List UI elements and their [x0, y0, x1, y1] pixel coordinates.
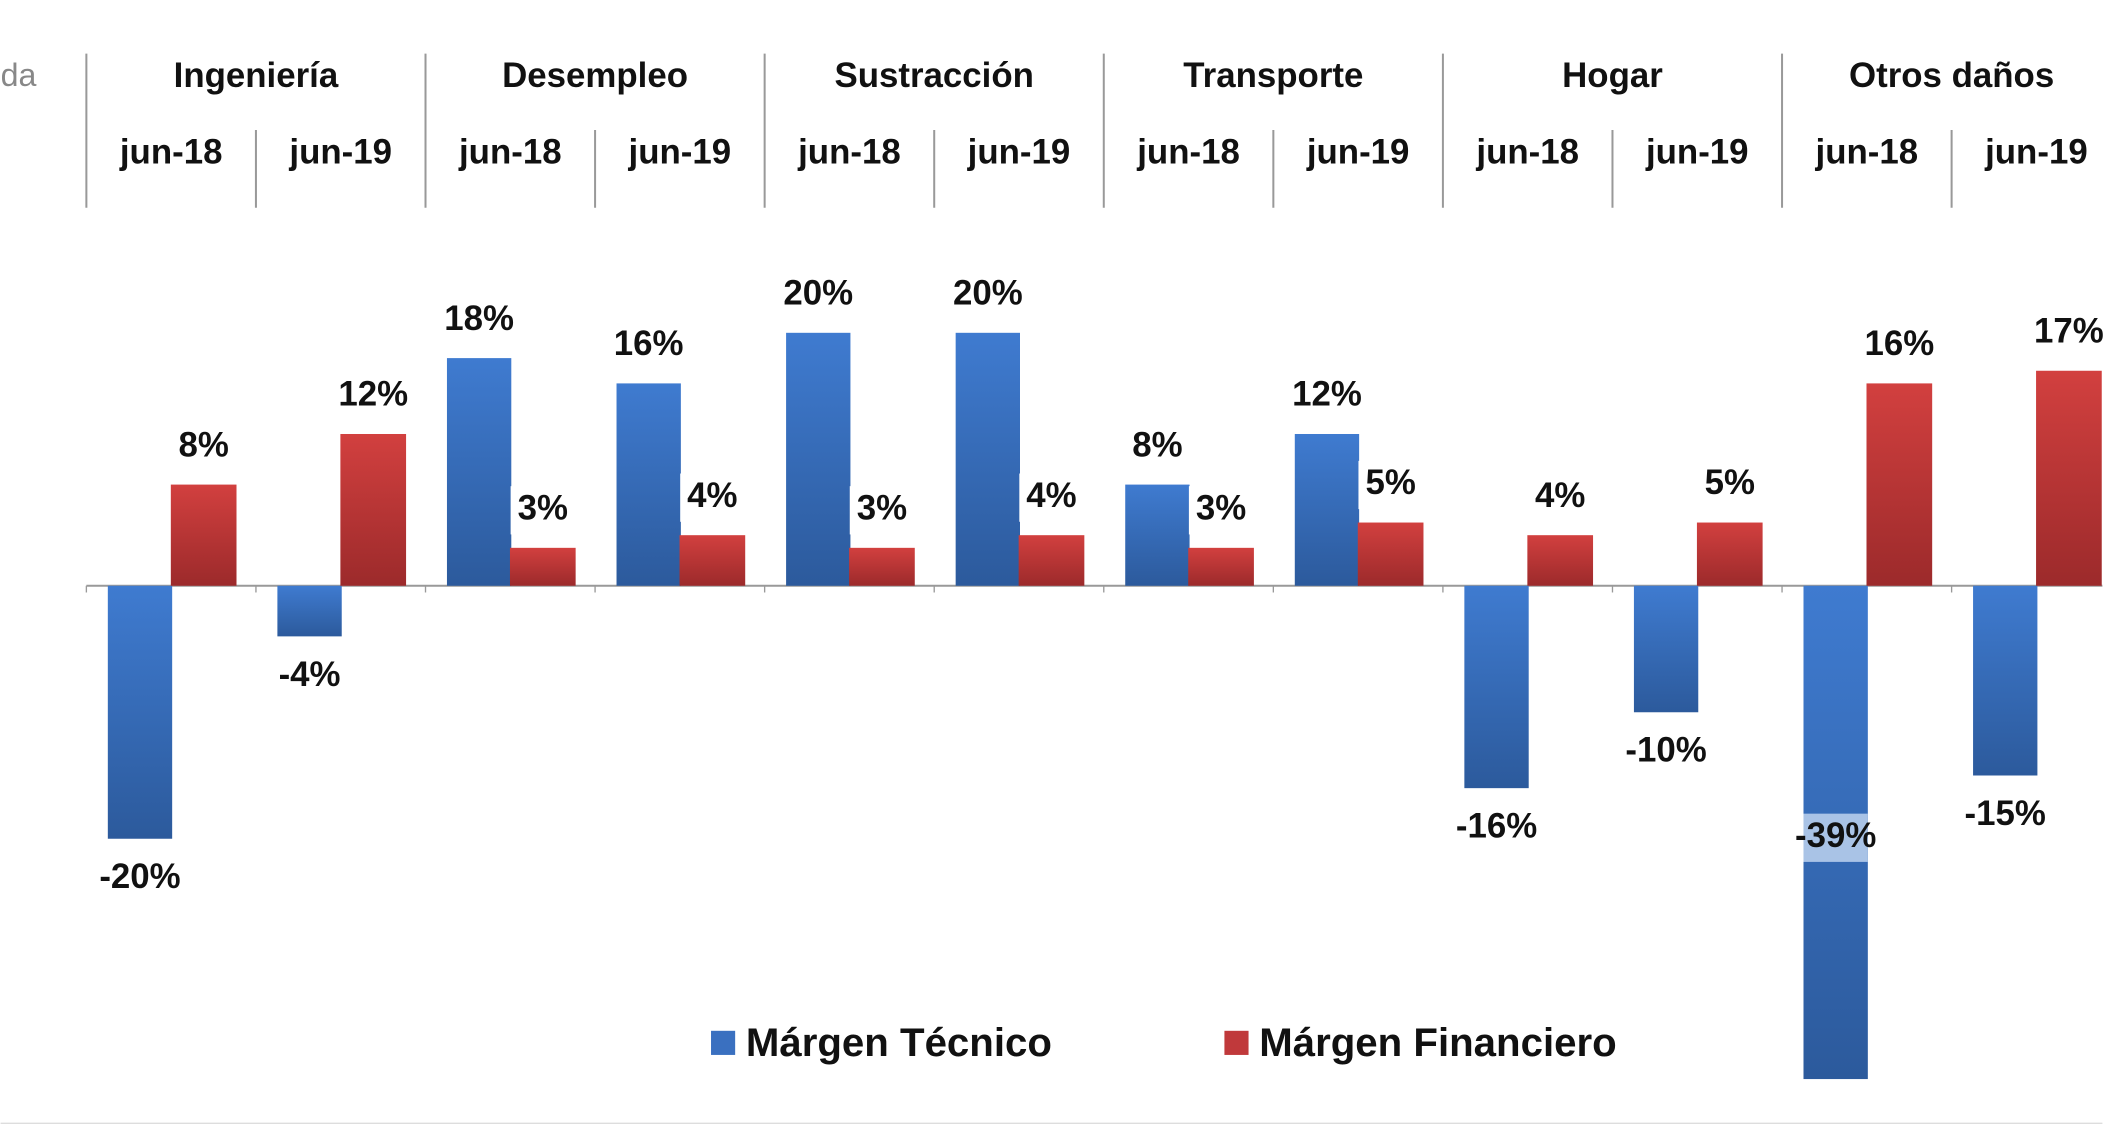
bar [616, 383, 681, 586]
x-tick-label: jun-19 [1306, 132, 1410, 171]
data-label: -4% [279, 655, 341, 694]
data-label: 16% [614, 324, 684, 363]
bar [849, 547, 915, 586]
bar [1188, 547, 1254, 586]
data-label: 8% [178, 425, 228, 464]
bar [1294, 433, 1360, 586]
bar [1018, 535, 1085, 586]
bar [786, 332, 851, 586]
x-tick-label: jun-19 [967, 132, 1071, 171]
data-label: 4% [1026, 476, 1076, 515]
x-tick-label: jun-18 [119, 132, 223, 171]
bar [170, 484, 237, 586]
label-background [1188, 486, 1254, 535]
data-label: 16% [1864, 324, 1934, 363]
label-background [1358, 460, 1423, 510]
bar [1125, 484, 1190, 586]
data-label: 3% [1196, 489, 1246, 528]
label-background [680, 473, 745, 522]
data-label: -20% [99, 857, 180, 896]
group-label: Ingeniería [174, 56, 339, 95]
bar [107, 585, 173, 839]
data-label: -39% [1795, 816, 1876, 855]
data-label: -16% [1456, 807, 1537, 846]
label-background [510, 486, 575, 535]
bar [1696, 522, 1763, 586]
x-tick-label: jun-18 [1815, 132, 1919, 171]
data-label: 20% [953, 273, 1023, 312]
bar [1973, 585, 2038, 776]
legend-swatch [711, 1030, 736, 1055]
x-tick-label: jun-18 [1136, 132, 1240, 171]
x-tick-label: jun-18 [1475, 132, 1579, 171]
bar [2036, 370, 2102, 586]
group-label: Sustracción [834, 56, 1033, 95]
bar [509, 547, 576, 586]
legend-label: Márgen Financiero [1259, 1020, 1616, 1065]
partial-label: da [1, 57, 37, 93]
data-label: 3% [857, 489, 907, 528]
x-tick-label: jun-19 [1645, 132, 1749, 171]
data-label: 18% [444, 299, 514, 338]
data-label: 3% [518, 489, 568, 528]
data-label: 12% [1292, 375, 1362, 414]
x-tick-label: jun-19 [628, 132, 732, 171]
data-label: 5% [1705, 463, 1755, 502]
bar [1633, 585, 1699, 713]
group-label: Transporte [1183, 56, 1363, 95]
bar [955, 332, 1020, 586]
group-label: Hogar [1562, 56, 1663, 95]
bar [340, 433, 407, 586]
x-tick-label: jun-19 [1984, 132, 2088, 171]
x-tick-label: jun-18 [458, 132, 562, 171]
bar [1464, 585, 1529, 789]
group-label: Otros daños [1849, 56, 2054, 95]
bar [1527, 535, 1594, 586]
label-background [1803, 813, 1868, 862]
data-label: -15% [1965, 794, 2046, 833]
legend-swatch [1224, 1030, 1249, 1055]
data-label: 4% [687, 476, 737, 515]
label-background [1019, 473, 1084, 522]
label-background [849, 486, 915, 535]
data-label: 4% [1535, 476, 1585, 515]
bar [277, 585, 342, 637]
bar [679, 535, 746, 586]
bar [1866, 383, 1933, 586]
group-label: Desempleo [502, 56, 688, 95]
data-label: 12% [338, 375, 408, 414]
legend-label: Márgen Técnico [746, 1020, 1052, 1065]
data-label: 17% [2034, 311, 2103, 350]
x-tick-label: jun-18 [797, 132, 901, 171]
data-label: 20% [783, 273, 853, 312]
x-tick-label: jun-19 [288, 132, 392, 171]
bar [446, 358, 512, 586]
data-label: -10% [1625, 731, 1706, 770]
data-label: 5% [1365, 463, 1415, 502]
bar [1357, 522, 1424, 586]
data-label: 8% [1132, 425, 1182, 464]
